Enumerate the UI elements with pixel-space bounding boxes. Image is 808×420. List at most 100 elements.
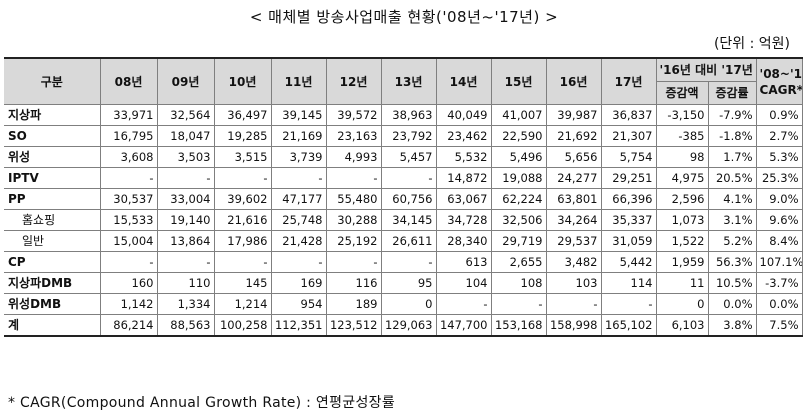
table-row: 일반 15,004 13,864 17,986 21,428 25,192 26,611 28… (4, 230, 803, 252)
year-value-cell: 28,340 (435, 230, 492, 252)
year-value-cell: 0 (380, 293, 437, 315)
year-value-cell: 1,334 (156, 293, 215, 315)
year-value-cell: 30,537 (99, 188, 158, 210)
year-value-cell: - (156, 167, 215, 189)
header-year: 12년 (325, 57, 382, 105)
row-label: PP (4, 188, 101, 210)
year-value-cell: 22,590 (490, 125, 547, 147)
row-label: CP (4, 251, 101, 273)
change-rate-cell: 20.5% (707, 167, 757, 189)
header-compare-group: '16년 대비 '17년 (655, 57, 757, 82)
year-value-cell: - (490, 293, 547, 315)
table-row: IPTV - - - - - -14,872 19,088 24,277 29,251 4,975 2… (4, 167, 803, 189)
year-value-cell: 39,602 (213, 188, 272, 210)
year-value-cell: 19,088 (490, 167, 547, 189)
year-value-cell: 26,611 (380, 230, 437, 252)
year-value-cell: 5,457 (380, 146, 437, 168)
table-row: 위성 3,608 3,503 3,515 3,739 4,993 5,457 5,532 5,4… (4, 146, 803, 168)
year-value-cell: 14,872 (435, 167, 492, 189)
header-cagr: '08~'17 CAGR* (755, 57, 803, 105)
change-rate-cell: 0.0% (707, 293, 757, 315)
year-value-cell: 104 (435, 272, 492, 294)
year-value-cell: 39,572 (325, 104, 382, 126)
header-year: 13년 (380, 57, 437, 105)
year-value-cell: 116 (325, 272, 382, 294)
row-label: IPTV (4, 167, 101, 189)
year-value-cell: 114 (600, 272, 657, 294)
year-value-cell: - (99, 251, 158, 273)
year-value-cell: 129,063 (380, 314, 437, 337)
year-value-cell: 39,987 (545, 104, 602, 126)
change-amount-cell: -385 (655, 125, 709, 147)
year-value-cell: 16,795 (99, 125, 158, 147)
cagr-cell: 2.7% (755, 125, 803, 147)
row-label: 지상파 (4, 104, 101, 126)
table-row: 위성DMB 1,142 1,334 1,214 954 189 0- - - -0 0.0% 0.0% (4, 293, 803, 315)
change-amount-cell: -3,150 (655, 104, 709, 126)
year-value-cell: 38,963 (380, 104, 437, 126)
change-amount-cell: 98 (655, 146, 709, 168)
year-value-cell: 88,563 (156, 314, 215, 337)
change-rate-cell: 3.1% (707, 209, 757, 231)
year-value-cell: 21,692 (545, 125, 602, 147)
change-rate-cell: -1.8% (707, 125, 757, 147)
year-value-cell: 100,258 (213, 314, 272, 337)
year-value-cell: 23,462 (435, 125, 492, 147)
year-value-cell: 25,748 (270, 209, 327, 231)
header-year: 09년 (156, 57, 215, 105)
table-row: 지상파 33,971 32,564 36,497 39,145 39,572 38,963 4… (4, 104, 803, 126)
year-value-cell: 110 (156, 272, 215, 294)
cagr-cell: 8.4% (755, 230, 803, 252)
year-value-cell: - (600, 293, 657, 315)
header-year: 08년 (99, 57, 158, 105)
change-amount-cell: 1,522 (655, 230, 709, 252)
change-rate-cell: -7.9% (707, 104, 757, 126)
year-value-cell: 3,515 (213, 146, 272, 168)
unit-label: (단위 : 억원) (713, 36, 790, 52)
year-value-cell: 3,739 (270, 146, 327, 168)
year-value-cell: 29,537 (545, 230, 602, 252)
year-value-cell: 169 (270, 272, 327, 294)
year-value-cell: 33,004 (156, 188, 215, 210)
year-value-cell: 112,351 (270, 314, 327, 337)
year-value-cell: 55,480 (325, 188, 382, 210)
year-value-cell: - (99, 167, 158, 189)
header-year: 10년 (213, 57, 272, 105)
year-value-cell: 158,998 (545, 314, 602, 337)
cagr-cell: 0.9% (755, 104, 803, 126)
row-label: SO (4, 125, 101, 147)
cagr-cell: 9.6% (755, 209, 803, 231)
year-value-cell: 123,512 (325, 314, 382, 337)
year-value-cell: 36,497 (213, 104, 272, 126)
cagr-cell: -3.7% (755, 272, 803, 294)
year-value-cell: 29,719 (490, 230, 547, 252)
year-value-cell: 29,251 (600, 167, 657, 189)
year-value-cell: 62,224 (490, 188, 547, 210)
header-year: 17년 (600, 57, 657, 105)
header-year: 14년 (435, 57, 492, 105)
year-value-cell: - (270, 251, 327, 273)
year-value-cell: - (156, 251, 215, 273)
change-amount-cell: 2,596 (655, 188, 709, 210)
year-value-cell: - (213, 167, 272, 189)
table-row: SO 16,795 18,047 19,285 21,169 23,163 23,792 23… (4, 125, 803, 147)
year-value-cell: 36,837 (600, 104, 657, 126)
year-value-cell: 33,971 (99, 104, 158, 126)
year-value-cell: - (545, 293, 602, 315)
cagr-cell: 5.3% (755, 146, 803, 168)
change-amount-cell: 0 (655, 293, 709, 315)
year-value-cell: - (270, 167, 327, 189)
table-row: 계 86,214 88,563 100,258 112,351 123,512 129,06… (4, 314, 803, 337)
year-value-cell: 23,163 (325, 125, 382, 147)
year-value-cell: 60,756 (380, 188, 437, 210)
year-value-cell: 1,142 (99, 293, 158, 315)
header-category: 구분 (4, 57, 101, 105)
change-rate-cell: 4.1% (707, 188, 757, 210)
header-year: 11년 (270, 57, 327, 105)
year-value-cell: 145 (213, 272, 272, 294)
change-amount-cell: 11 (655, 272, 709, 294)
year-value-cell: 153,168 (490, 314, 547, 337)
year-value-cell: 34,264 (545, 209, 602, 231)
row-label: 지상파DMB (4, 272, 101, 294)
table-row: 홈쇼핑 15,533 19,140 21,616 25,748 30,288 34,145 3… (4, 209, 803, 231)
